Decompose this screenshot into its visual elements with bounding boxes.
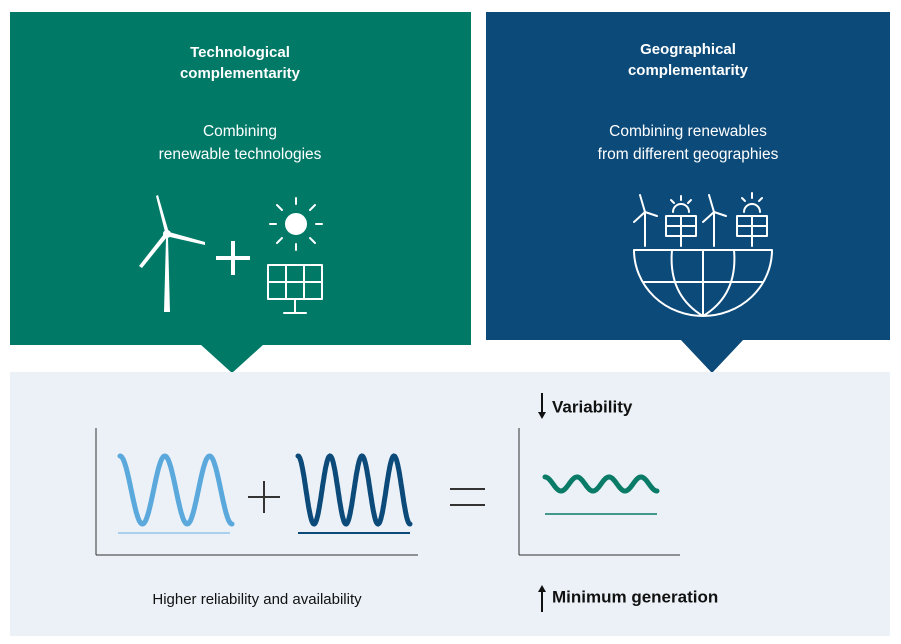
- equals-sign: [450, 488, 485, 506]
- wave-combined: [542, 474, 660, 494]
- min-generation-label: Minimum generation: [552, 587, 718, 606]
- sun-icon: [269, 197, 323, 251]
- panel-title: Geographical: [640, 41, 736, 58]
- caption: Higher reliability and availability: [152, 591, 362, 608]
- wave-wind: [295, 453, 413, 527]
- geo-turbines-icon: [633, 192, 768, 247]
- tech-panel: [10, 12, 471, 345]
- down-arrow: [538, 393, 546, 419]
- panel-subtitle: renewable technologies: [159, 146, 322, 163]
- geo-pointer: [680, 339, 744, 373]
- solar-panel-icon: [267, 264, 323, 314]
- panel-title: complementarity: [628, 62, 749, 79]
- geo-panel: [486, 12, 890, 340]
- panel-subtitle: Combining: [203, 123, 277, 140]
- wind-turbine-icon: [139, 195, 205, 312]
- panel-title: complementarity: [180, 65, 301, 82]
- tech-pointer: [200, 344, 264, 373]
- wave-solar: [117, 453, 235, 527]
- plus-icon: [216, 241, 250, 275]
- up-arrow: [538, 585, 546, 612]
- panel-subtitle: from different geographies: [598, 146, 779, 163]
- plus-sign: [248, 481, 280, 513]
- panel-title: Technological: [190, 44, 290, 61]
- panel-subtitle: Combining renewables: [609, 123, 767, 140]
- globe-icon: [633, 249, 773, 317]
- variability-label: Variability: [552, 397, 633, 416]
- axes: [95, 428, 680, 556]
